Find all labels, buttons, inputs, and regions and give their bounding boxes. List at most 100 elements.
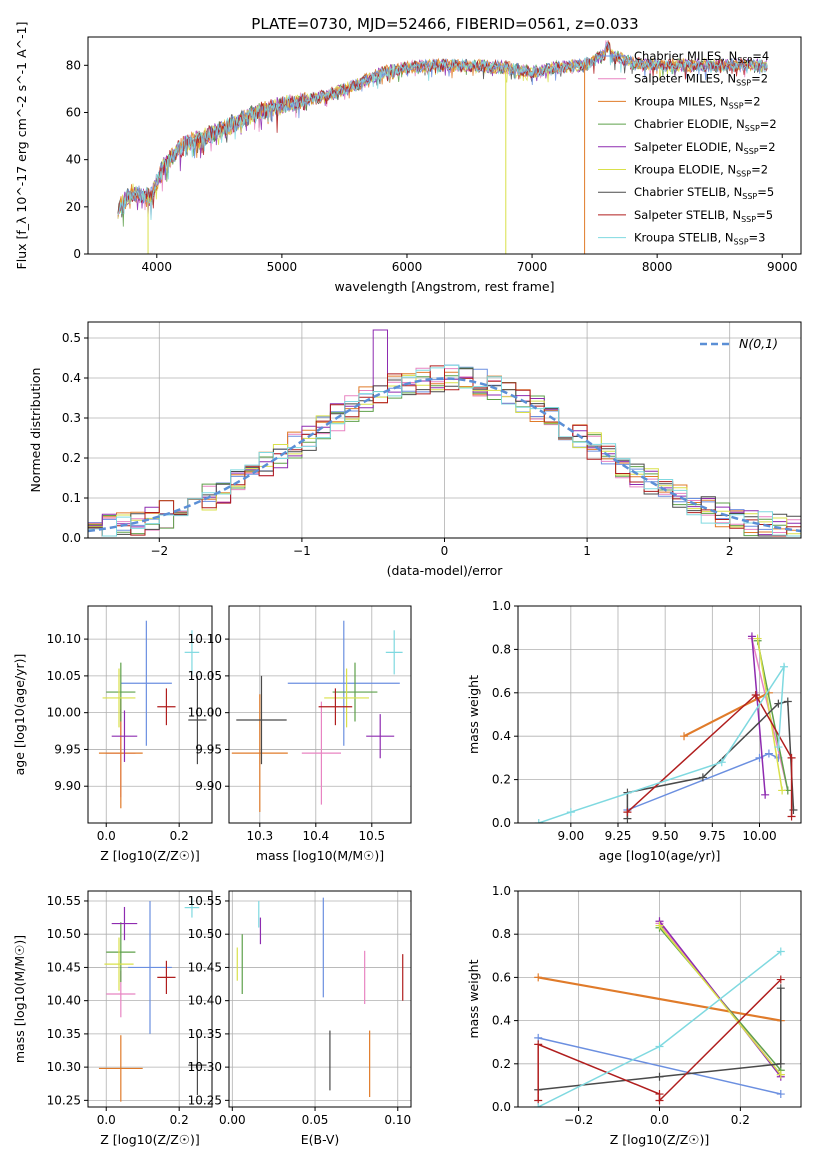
- gaussian-reference-curve: [88, 377, 801, 533]
- x-tick-label: 7000: [517, 260, 548, 274]
- y-tick-label: 80: [66, 58, 81, 72]
- weight-line-ke: [756, 638, 783, 791]
- y-tick-label: 0.1: [62, 491, 81, 505]
- y-tick-label: 0.8: [492, 642, 511, 656]
- legend-label: Kroupa STELIB, NSSP=3: [634, 231, 766, 247]
- weight-marker-ks: [780, 662, 789, 671]
- legend-label: Salpeter STELIB, NSSP=5: [634, 208, 773, 224]
- y-tick-label: 20: [66, 200, 81, 214]
- x-tick-label: 10.3: [246, 829, 273, 843]
- spectrum-legend: Chabrier MILES, NSSP=4 Salpeter MILES, NS…: [598, 49, 777, 247]
- x-axis-label: Z [log10(Z/Z☉)]: [100, 1132, 200, 1147]
- y-tick-label: 1.0: [492, 884, 511, 898]
- y-tick-label: 10.35: [47, 1027, 81, 1041]
- y-tick-label: 0.0: [492, 1100, 511, 1114]
- y-tick-label: 0.2: [492, 773, 511, 787]
- x-tick-label: 0.0: [97, 829, 116, 843]
- weight-line-cs: [538, 988, 782, 1091]
- plot-area: [88, 329, 801, 537]
- axes-frame: [87, 36, 802, 255]
- y-tick-label: 10.25: [188, 1093, 222, 1107]
- legend-label: Chabrier MILES, NSSP=4: [634, 49, 769, 65]
- legend-model-name: Salpeter MILES: [634, 72, 720, 86]
- y-tick-label: 0.5: [62, 331, 81, 345]
- weight-line-ks: [538, 663, 785, 823]
- weight-marker-ss: [751, 690, 760, 699]
- legend-label: N(0,1): [739, 336, 778, 351]
- weight-marker-ss: [787, 753, 796, 762]
- y-tick-label: 10.45: [47, 960, 81, 974]
- x-tick-label: 0.2: [170, 829, 189, 843]
- weight-marker-ks: [717, 758, 726, 767]
- legend-label: Salpeter MILES, NSSP=2: [634, 72, 768, 88]
- y-tick-label: 0.8: [492, 927, 511, 941]
- weight-marker-ke: [753, 634, 762, 643]
- legend-nssp: 3: [758, 231, 765, 245]
- plot-area: [231, 620, 403, 812]
- plot-area: [98, 620, 207, 809]
- x-axis-label: mass [log10(M/M☉)]: [256, 848, 384, 863]
- x-tick-label: −0.2: [564, 1113, 593, 1127]
- weight-line-ke: [658, 925, 782, 1076]
- y-tick-label: 1.0: [492, 599, 511, 613]
- legend-nssp: 2: [769, 117, 776, 131]
- weight-line-km: [538, 976, 781, 1022]
- legend-model-name: Kroupa MILES: [634, 94, 713, 108]
- x-tick-label: −1: [293, 544, 311, 558]
- y-tick-label: 0.6: [492, 686, 511, 700]
- x-tick-label: 9.50: [652, 829, 679, 843]
- y-tick-label: 10.35: [188, 1027, 222, 1041]
- y-tick-label: 10.00: [47, 706, 81, 720]
- y-axis-label: Flux [f_λ 10^-17 erg cm^-2 s^-1 A^-1]: [14, 22, 29, 270]
- x-tick-label: 10.5: [358, 829, 385, 843]
- panel-spectrum: 4000 5000 6000 7000 8000 9000 0 20 40 60 80 wavelen…: [14, 22, 802, 294]
- weight-marker-km: [680, 732, 689, 741]
- panel-residuals: −2 −1 0 1 2 0.0 0.1 0.2 0.3 0.4 0.5 (data-model)/er…: [28, 321, 802, 578]
- axes-frame: [228, 890, 412, 1108]
- legend-model-name: Kroupa ELODIE: [634, 163, 720, 177]
- y-tick-label: 0.4: [492, 729, 511, 743]
- weight-marker-cs: [776, 1059, 785, 1068]
- weight-marker-ks: [655, 1042, 664, 1051]
- legend-label: Chabrier STELIB, NSSP=5: [634, 185, 774, 201]
- y-tick-label: 10.10: [188, 632, 222, 646]
- weight-marker-cs: [776, 984, 785, 993]
- weight-marker-ks: [534, 1103, 543, 1107]
- weight-line-cs: [626, 700, 795, 819]
- legend-nssp: 4: [762, 49, 769, 63]
- weight-marker-cs: [655, 1072, 664, 1081]
- y-tick-label: 10.40: [47, 994, 81, 1008]
- y-tick-label: 10.00: [188, 706, 222, 720]
- x-axis-label: Z [log10(Z/Z☉)]: [100, 848, 200, 863]
- y-tick-label: 60: [66, 105, 81, 119]
- panel-age-vs-z: 0.0 0.2 9.90 9.95 10.00 10.05 10.10 Z [log10(Z/…: [12, 605, 213, 863]
- x-tick-label: 2: [726, 544, 734, 558]
- x-tick-label: 10.4: [302, 829, 329, 843]
- y-tick-label: 10.45: [188, 960, 222, 974]
- y-tick-label: 9.95: [195, 742, 222, 756]
- legend-label: Kroupa MILES, NSSP=2: [634, 94, 761, 110]
- legend-model-name: Kroupa STELIB: [634, 231, 718, 245]
- histogram-ks: [88, 364, 801, 537]
- weight-line-ss: [626, 693, 793, 817]
- x-tick-label: 0.05: [302, 1113, 329, 1127]
- x-tick-label: 1: [583, 544, 591, 558]
- legend-model-name: Salpeter ELODIE: [634, 140, 728, 154]
- legend-nssp: 5: [767, 185, 774, 199]
- weight-marker-ks: [534, 819, 543, 823]
- y-tick-label: 0.6: [492, 970, 511, 984]
- y-axis-label: mass weight: [466, 959, 481, 1038]
- legend-nssp: 2: [761, 72, 768, 86]
- y-axis-label: mass weight: [466, 675, 481, 754]
- y-tick-label: 9.95: [54, 742, 81, 756]
- weight-marker-ss: [787, 812, 796, 821]
- weight-marker-ks: [774, 743, 783, 752]
- figure-title: PLATE=0730, MJD=52466, FIBERID=0561, z=0…: [251, 15, 638, 33]
- weight-marker-se: [761, 790, 770, 799]
- axes-frame: [87, 890, 213, 1108]
- y-tick-label: 10.30: [188, 1060, 222, 1074]
- x-tick-label: 5000: [267, 260, 298, 274]
- y-tick-label: 0.2: [62, 451, 81, 465]
